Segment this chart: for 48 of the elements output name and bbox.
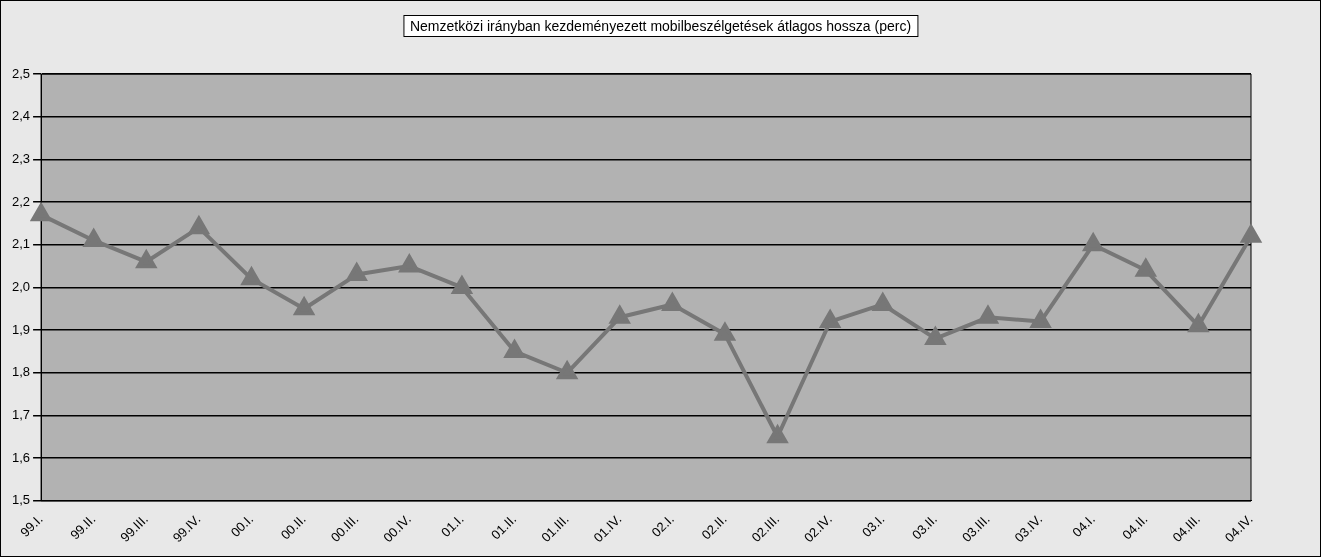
- point: [872, 293, 893, 311]
- point: [1029, 308, 1052, 329]
- point: [83, 229, 104, 247]
- point: [189, 216, 209, 235]
- point: [978, 306, 998, 324]
- point: [662, 293, 683, 311]
- point: [819, 308, 842, 329]
- point: [1083, 233, 1103, 252]
- y-tick-label: 1,9: [11, 321, 31, 337]
- point: [504, 340, 525, 358]
- point: [399, 255, 420, 273]
- chart-title: Nemzetközi irányban kezdeményezett mobilbeszélgetések átlagos hossza (perc): [402, 15, 919, 37]
- x-tick-label: 01.I.: [438, 511, 467, 540]
- x-tick-label: 99.II.: [67, 511, 99, 543]
- point: [1135, 259, 1156, 277]
- x-tick-label: 04.I.: [1069, 511, 1098, 540]
- point: [136, 250, 157, 269]
- x-tick-label: 00.I.: [227, 511, 257, 540]
- x-tick-label: 02.II.: [698, 511, 730, 543]
- y-tick-label: 2,1: [11, 236, 31, 252]
- point: [924, 325, 947, 346]
- point: [557, 361, 577, 380]
- point: [31, 203, 51, 222]
- x-tick-label: 02.I.: [648, 511, 677, 540]
- y-tick-label: 1,5: [11, 492, 31, 508]
- x-tick-label: 00.II.: [277, 511, 309, 543]
- y-tick-label: 1,7: [11, 407, 31, 423]
- y-tick-label: 2,0: [11, 278, 31, 294]
- point: [1241, 225, 1261, 243]
- y-tick-label: 1,6: [11, 449, 31, 465]
- x-tick-label: 99.I.: [17, 511, 46, 540]
- point: [346, 261, 368, 282]
- x-tick-label: 01.II.: [488, 511, 520, 543]
- x-tick-label: 04.II.: [1119, 511, 1151, 543]
- x-tick-label: 03.II.: [908, 511, 941, 543]
- point: [1188, 314, 1209, 333]
- point: [294, 297, 314, 316]
- point: [452, 276, 472, 294]
- x-tick-label: 03.I.: [858, 511, 888, 540]
- y-tick-label: 2,2: [11, 193, 31, 209]
- y-tick-label: 2,5: [11, 65, 31, 81]
- point: [609, 306, 630, 324]
- y-tick-label: 2,3: [11, 150, 31, 166]
- point: [241, 267, 262, 286]
- y-tick-label: 2,4: [11, 108, 31, 124]
- y-tick-label: 1,8: [11, 364, 31, 380]
- point: [767, 425, 788, 444]
- point: [715, 323, 735, 341]
